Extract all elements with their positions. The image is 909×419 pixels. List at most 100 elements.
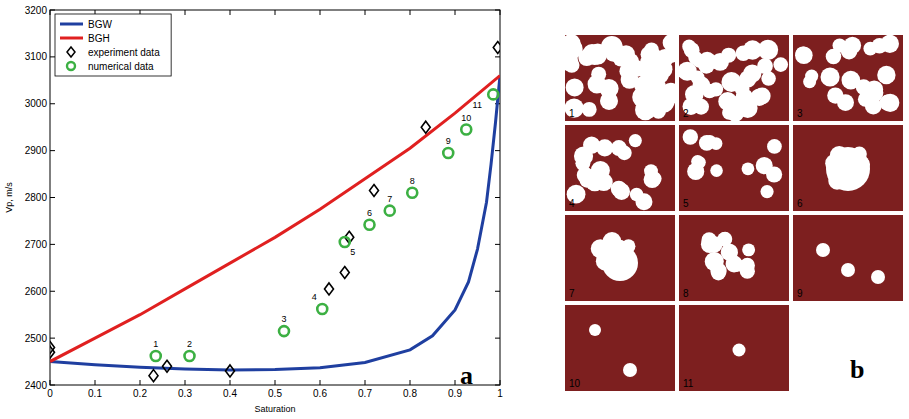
blob xyxy=(607,249,625,267)
x-tick xyxy=(365,10,366,15)
legend-box xyxy=(55,14,171,76)
blob xyxy=(685,85,704,104)
x-tick xyxy=(275,380,276,385)
blobs xyxy=(816,243,885,284)
blobs xyxy=(733,344,746,357)
blob xyxy=(622,239,636,253)
x-tick xyxy=(185,380,186,385)
blob xyxy=(821,67,840,86)
image-label: 6 xyxy=(797,198,803,209)
x-tick-label: 0 xyxy=(47,388,53,399)
blob xyxy=(635,100,656,121)
data-point xyxy=(325,283,334,295)
blob xyxy=(694,156,706,168)
blob xyxy=(733,344,746,357)
blob xyxy=(842,167,859,184)
data-point xyxy=(461,125,471,135)
point-label: 7 xyxy=(387,194,392,204)
x-tick-label: 0.7 xyxy=(358,388,372,399)
y-axis-title: Vp, m/s xyxy=(4,182,14,213)
y-tick xyxy=(50,197,55,198)
blobs xyxy=(679,40,788,121)
data-point xyxy=(317,304,327,314)
blobs xyxy=(565,35,675,120)
image-background xyxy=(565,305,675,391)
y-tick xyxy=(50,244,55,245)
blob xyxy=(698,52,716,70)
blobs xyxy=(683,129,783,198)
panel-label: b xyxy=(850,355,864,384)
y-tick xyxy=(50,56,55,57)
markers xyxy=(50,42,500,382)
legend-swatch xyxy=(67,47,75,57)
image-label: 10 xyxy=(569,378,581,389)
blob xyxy=(880,94,896,110)
y-tick-label: 3200 xyxy=(25,5,48,16)
blob xyxy=(826,147,870,191)
point-label: 3 xyxy=(281,314,286,324)
blob xyxy=(652,67,669,84)
y-tick-label: 3000 xyxy=(25,98,48,109)
data-point xyxy=(163,360,172,372)
blob xyxy=(702,232,717,247)
data-point xyxy=(370,184,379,196)
point-label: 10 xyxy=(461,113,471,123)
image-background xyxy=(793,215,903,301)
blob xyxy=(565,39,583,58)
x-tick-label: 0.6 xyxy=(313,388,327,399)
blob xyxy=(588,75,607,94)
blob xyxy=(623,363,637,377)
blob xyxy=(740,264,755,279)
x-tick-label: 0.2 xyxy=(133,388,147,399)
point-label: 9 xyxy=(446,136,451,146)
x-tick-label: 1 xyxy=(497,388,503,399)
blob xyxy=(758,40,778,60)
blob xyxy=(600,92,618,110)
blob xyxy=(644,48,662,66)
pore-image: 6 xyxy=(793,125,903,211)
y-tick-label: 2800 xyxy=(25,192,48,203)
pore-image: 3 xyxy=(793,35,903,121)
point-label: 11 xyxy=(473,100,482,110)
pore-image: 10 xyxy=(565,305,675,391)
x-tick xyxy=(275,10,276,15)
blob xyxy=(761,71,775,85)
image-background xyxy=(679,215,789,301)
data-point xyxy=(185,351,195,361)
blob xyxy=(833,39,847,53)
blob xyxy=(841,263,855,277)
blob xyxy=(736,46,752,62)
x-tick-label: 0.1 xyxy=(88,388,102,399)
x-tick-label: 0.3 xyxy=(178,388,192,399)
blob xyxy=(611,181,627,197)
y-tick-label: 2700 xyxy=(25,239,48,250)
data-point xyxy=(340,237,350,247)
blob xyxy=(635,193,652,210)
pore-image: 8 xyxy=(679,215,789,301)
blob xyxy=(816,243,830,257)
blob xyxy=(721,48,736,63)
x-tick-label: 0.4 xyxy=(223,388,237,399)
blob xyxy=(709,82,723,96)
image-label: 4 xyxy=(569,198,575,209)
lines xyxy=(50,76,500,370)
data-point xyxy=(50,342,55,354)
blob xyxy=(742,162,755,175)
image-background xyxy=(679,125,789,211)
image-label: 11 xyxy=(683,378,694,389)
blob xyxy=(773,57,788,72)
y-tick xyxy=(50,338,55,339)
pore-image: 5 xyxy=(679,125,789,211)
blobs xyxy=(795,35,899,115)
blob xyxy=(766,166,782,182)
image-label: 1 xyxy=(569,108,575,119)
y-tick xyxy=(495,385,500,386)
panel-label: a xyxy=(460,361,473,390)
y-tick xyxy=(50,103,55,104)
legend-label: BGW xyxy=(88,19,112,30)
blob xyxy=(577,167,594,184)
pore-image: 2 xyxy=(678,35,789,122)
legend-label: experiment data xyxy=(88,47,160,58)
legend-label: numerical data xyxy=(88,61,154,72)
x-tick xyxy=(50,380,51,385)
